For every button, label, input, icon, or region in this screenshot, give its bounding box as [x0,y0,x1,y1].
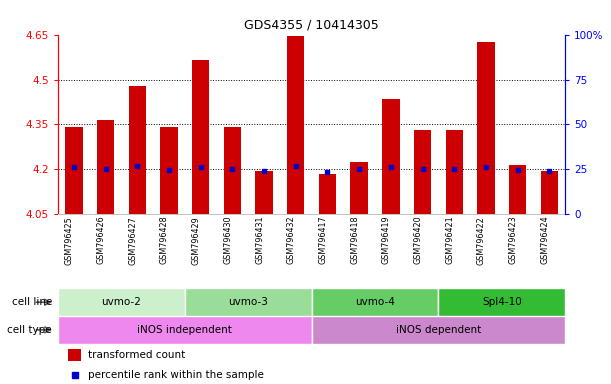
Bar [351,162,368,214]
Text: GSM796421: GSM796421 [445,216,454,264]
Bar [477,42,495,214]
Text: uvmo-4: uvmo-4 [355,297,395,307]
Text: iNOS independent: iNOS independent [137,325,232,335]
Text: GSM796418: GSM796418 [350,216,359,264]
Bar [312,288,439,316]
Bar [58,288,185,316]
Bar [255,171,273,214]
Bar [160,127,178,214]
Bar [192,60,210,214]
Bar [445,130,463,214]
Text: uvmo-3: uvmo-3 [229,297,268,307]
Bar [319,174,336,214]
Text: GSM796429: GSM796429 [192,216,200,265]
Text: GSM796427: GSM796427 [128,216,137,265]
Text: GSM796426: GSM796426 [97,216,106,264]
Bar [128,86,146,214]
Text: iNOS dependent: iNOS dependent [396,325,481,335]
Text: GDS4355 / 10414305: GDS4355 / 10414305 [244,18,379,31]
Text: GSM796432: GSM796432 [287,216,296,264]
Text: GSM796428: GSM796428 [160,216,169,264]
Text: transformed count: transformed count [89,349,186,359]
Bar [509,165,526,214]
Text: GSM796424: GSM796424 [540,216,549,264]
Text: GSM796431: GSM796431 [255,216,264,264]
Text: percentile rank within the sample: percentile rank within the sample [89,370,265,380]
Text: GSM796422: GSM796422 [477,216,486,265]
Bar [65,127,82,214]
Text: Spl4-10: Spl4-10 [482,297,522,307]
Text: GSM796419: GSM796419 [382,216,391,264]
Text: cell type: cell type [7,325,52,335]
Text: GSM796425: GSM796425 [65,216,74,265]
Bar [185,288,312,316]
Text: GSM796423: GSM796423 [508,216,518,264]
Bar [439,288,565,316]
Text: GSM796430: GSM796430 [224,216,232,264]
Text: GSM796420: GSM796420 [414,216,423,264]
Bar [414,130,431,214]
Bar [382,99,400,214]
Text: GSM796417: GSM796417 [318,216,327,264]
Text: uvmo-2: uvmo-2 [101,297,141,307]
Bar [224,127,241,214]
Bar [312,316,565,344]
Bar [97,120,114,214]
Bar [68,349,81,361]
Bar [287,36,304,214]
Bar [58,316,312,344]
Text: cell line: cell line [12,297,52,307]
Bar [541,171,558,214]
